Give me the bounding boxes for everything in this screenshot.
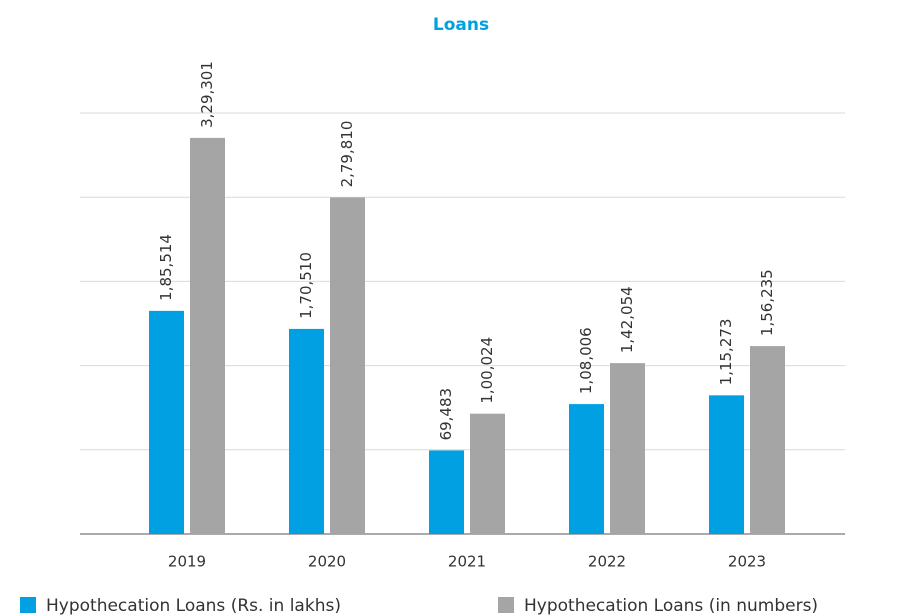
- data-label: 3,29,301: [198, 61, 216, 128]
- data-label: 1,70,510: [297, 252, 315, 319]
- data-label: 1,42,054: [618, 286, 636, 353]
- data-label: 1,56,235: [758, 269, 776, 336]
- bar: [289, 328, 324, 534]
- bar: [750, 346, 785, 534]
- bar: [149, 310, 184, 534]
- x-tick-label: 2022: [588, 553, 626, 571]
- bar: [190, 137, 225, 534]
- data-label: 1,08,006: [577, 327, 595, 394]
- data-label: 2,79,810: [338, 121, 356, 188]
- bar: [569, 404, 604, 534]
- bar: [429, 450, 464, 534]
- x-tick-label: 2021: [448, 553, 486, 571]
- data-label: 1,15,273: [717, 319, 735, 386]
- legend-swatch: [498, 597, 514, 613]
- bar: [709, 395, 744, 534]
- data-label: 69,483: [437, 388, 455, 441]
- legend-label: Hypothecation Loans (in numbers): [524, 596, 818, 615]
- x-tick-label: 2019: [168, 553, 206, 571]
- bar: [330, 197, 365, 535]
- x-tick-label: 2023: [728, 553, 766, 571]
- x-tick-label: 2020: [308, 553, 346, 571]
- data-label: 1,00,024: [478, 337, 496, 404]
- legend-label: Hypothecation Loans (Rs. in lakhs): [46, 596, 341, 615]
- bar: [470, 413, 505, 534]
- chart-title: Loans: [433, 15, 489, 35]
- legend-swatch: [20, 597, 36, 613]
- bar: [610, 363, 645, 534]
- data-label: 1,85,514: [157, 234, 175, 301]
